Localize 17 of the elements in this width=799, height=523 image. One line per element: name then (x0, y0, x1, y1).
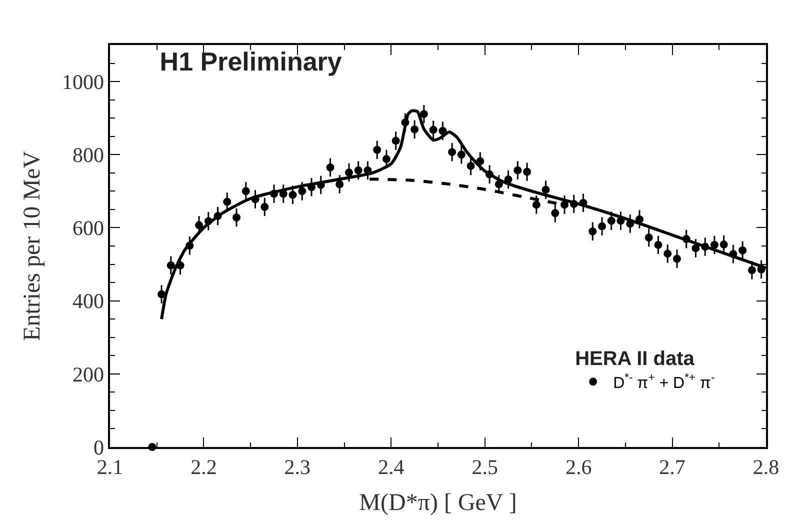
x-tick-label: 2.7 (659, 454, 686, 479)
y-tick-label: 200 (72, 362, 104, 386)
y-tick-label: 1000 (62, 70, 104, 94)
x-tick-label: 2.6 (565, 454, 592, 479)
legend-title: HERA II data (575, 348, 696, 370)
x-tick-label: 2.5 (472, 454, 498, 479)
x-axis-title: M(D*π) [ GeV ] (359, 490, 517, 516)
x-tick-label: 2.3 (284, 454, 311, 479)
y-axis-title: Entries per 10 MeV (20, 150, 46, 341)
y-tick-label: 600 (72, 216, 104, 240)
y-tick-label: 400 (72, 289, 104, 314)
x-tick-label: 2.4 (378, 454, 405, 479)
chart-title: H1 Preliminary (160, 46, 342, 76)
legend-label: D$^{*-}$ π$^{+}$ + D$^{*+}$ π$^{-}$ (613, 372, 715, 392)
x-tick-label: 2.8 (752, 454, 780, 479)
x-tick-label: 2.2 (190, 454, 217, 479)
y-tick-label: 800 (72, 142, 104, 167)
